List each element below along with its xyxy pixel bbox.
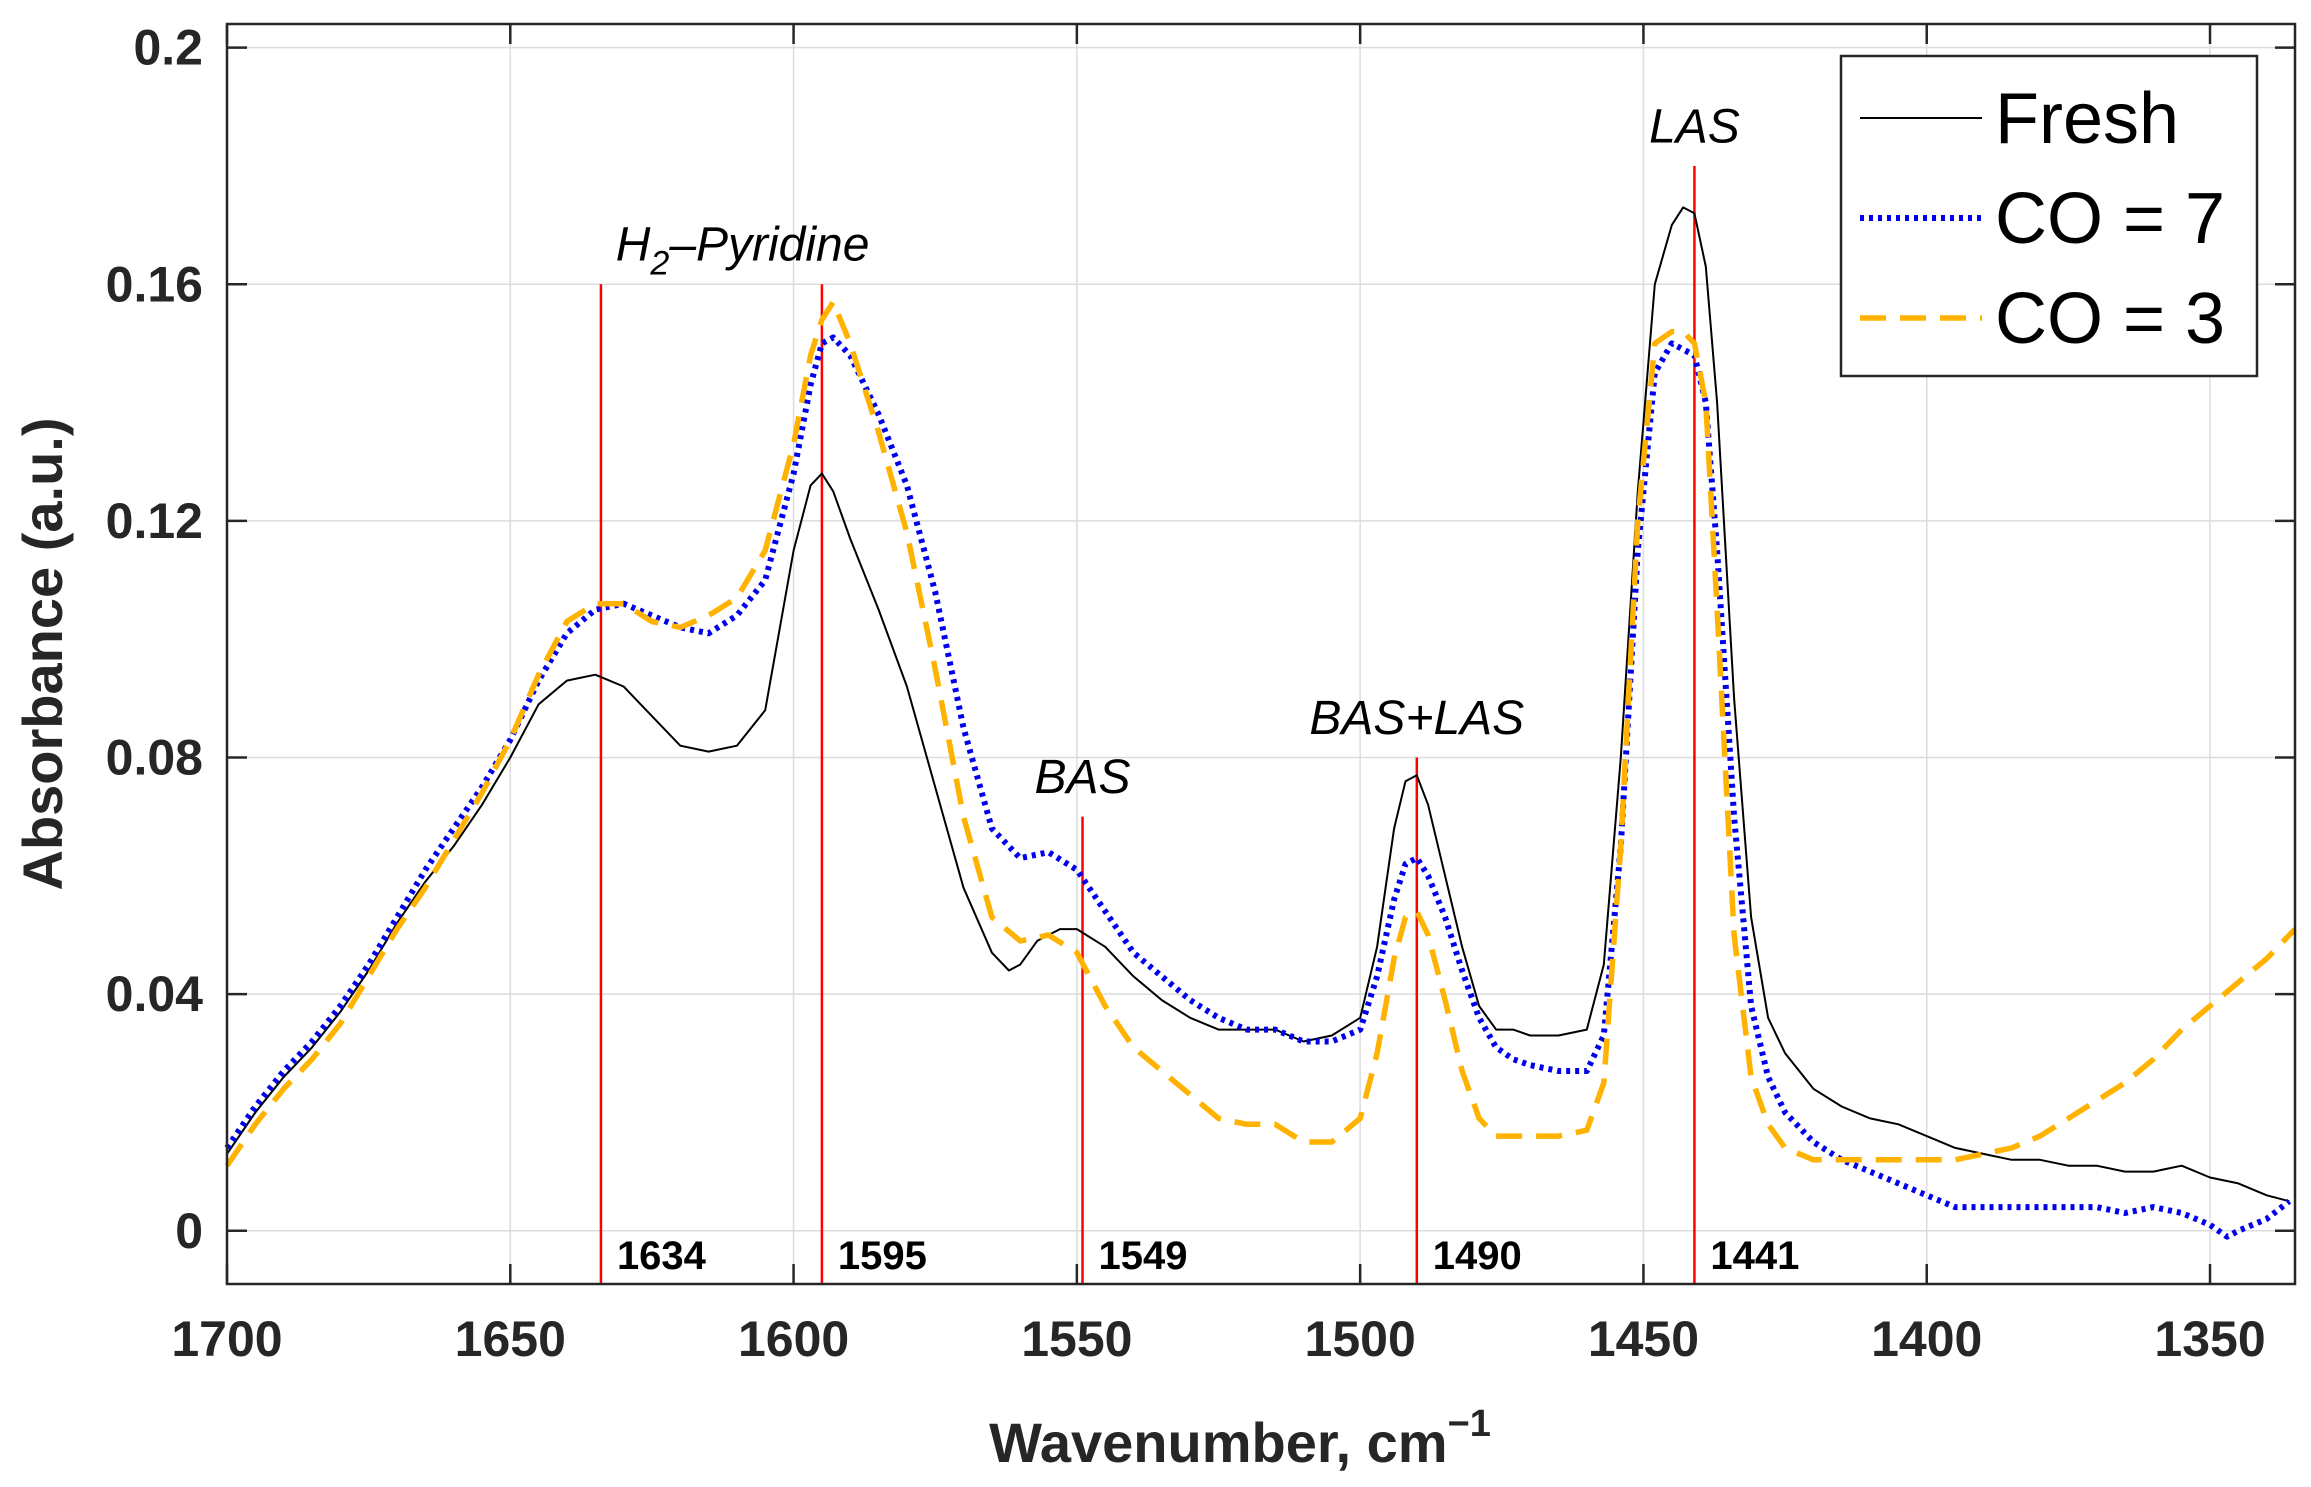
plot-frame <box>225 22 2297 1286</box>
x-tick-label-6: 1400 <box>1871 1311 1982 1367</box>
legend-label-co3: CO = 3 <box>1995 279 2225 359</box>
annotations: H2–Pyridine BAS BAS+LAS LAS <box>616 100 1740 804</box>
legend-label-fresh: Fresh <box>1995 79 2179 159</box>
y-tick-label-0: 0 <box>175 1203 203 1259</box>
x-tick-label-1: 1650 <box>455 1311 566 1367</box>
x-tick-label-3: 1550 <box>1021 1311 1132 1367</box>
x-tick-label-5: 1450 <box>1588 1311 1699 1367</box>
x-axis-title: Wavenumber, cm−1 <box>989 1403 1491 1474</box>
y-tick-label-5: 0.2 <box>133 20 203 76</box>
legend-box <box>1839 54 2259 378</box>
series-lines <box>224 206 2297 1240</box>
axis-ticks: 1700 1650 1600 1550 1500 1450 1400 1350 0 0.04 0.0… <box>106 20 2295 1367</box>
peak-label-1441: 1441 <box>1710 1234 1799 1278</box>
annotation-3: LAS <box>1649 100 1740 153</box>
x-tick-label-2: 1600 <box>738 1311 849 1367</box>
y-tick-label-1: 0.04 <box>106 966 204 1022</box>
y-tick-label-2: 0.08 <box>106 730 203 786</box>
annotation-2: BAS+LAS <box>1309 692 1524 745</box>
annotation-0: H2–Pyridine <box>616 219 870 283</box>
y-tick-label-3: 0.12 <box>106 493 203 549</box>
annotation-1: BAS <box>1035 751 1131 804</box>
x-tick-label-7: 1350 <box>2154 1311 2265 1367</box>
peak-label-1549: 1549 <box>1099 1234 1188 1278</box>
series-line-0 <box>226 206 2290 1203</box>
legend: Fresh CO = 7 CO = 3 <box>1839 54 2259 378</box>
peak-label-1595: 1595 <box>838 1234 927 1278</box>
peak-label-1490: 1490 <box>1433 1234 1522 1278</box>
y-axis-title: Absorbance (a.u.) <box>11 418 74 891</box>
legend-label-co7: CO = 7 <box>1995 179 2225 259</box>
peak-labels: 1634 1595 1549 1490 1441 <box>617 1234 1799 1278</box>
y-tick-label-4: 0.16 <box>106 256 203 312</box>
x-tick-label-0: 1700 <box>171 1311 282 1367</box>
series-line-1 <box>224 334 2292 1240</box>
x-tick-label-4: 1500 <box>1305 1311 1416 1367</box>
series-line-2 <box>224 299 2297 1168</box>
peak-label-1634: 1634 <box>617 1234 707 1278</box>
